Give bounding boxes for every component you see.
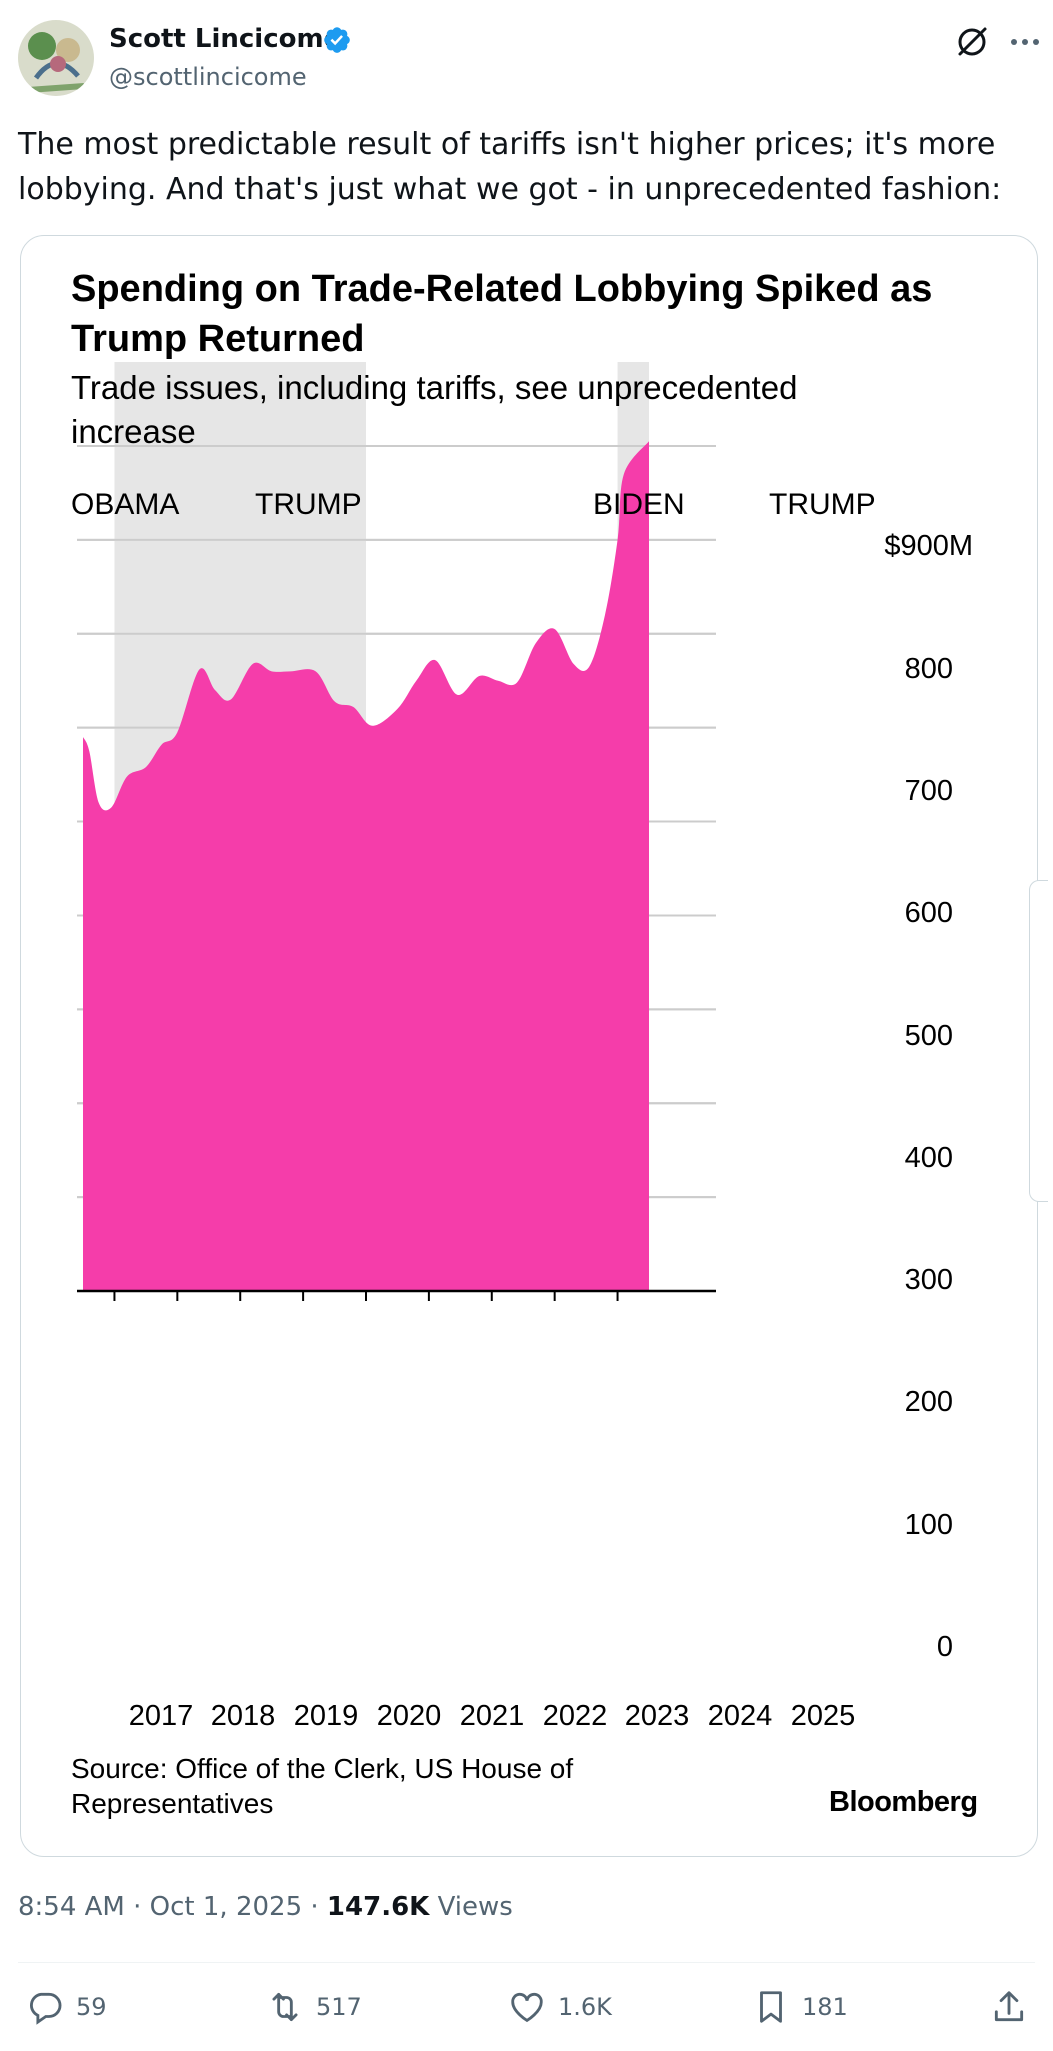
share-button[interactable] — [990, 1985, 1028, 2029]
author-handle[interactable]: @scottlincicome — [109, 63, 307, 91]
y-tick-label: 200 — [904, 1386, 953, 1418]
chart-image-card[interactable]: Spending on Trade-Related Lobbying Spike… — [20, 235, 1038, 1857]
views-count: 147.6K — [326, 1892, 430, 1922]
x-tick-label: 2020 — [376, 1700, 442, 1732]
y-tick-label: 700 — [904, 775, 953, 807]
x-tick-label: 2018 — [210, 1700, 276, 1732]
x-tick-label: 2021 — [459, 1700, 525, 1732]
retweet-count: 517 — [316, 1993, 362, 2021]
reply-icon — [30, 1992, 62, 2025]
x-tick-label: 2019 — [293, 1700, 359, 1732]
y-tick-label: 0 — [936, 1631, 953, 1663]
scrollbar-handle[interactable] — [1029, 880, 1048, 1202]
bookmark-count: 181 — [802, 1993, 848, 2021]
chart-source: Source: Office of the Clerk, US House of… — [71, 1753, 574, 1819]
era-label-biden: BIDEN — [593, 488, 685, 521]
area-chart — [77, 362, 716, 1301]
chart-subtitle: Trade issues, including tariffs, see unp… — [71, 369, 798, 450]
era-label-trump-1: TRUMP — [255, 488, 362, 521]
y-tick-label: 500 — [904, 1020, 953, 1052]
avatar-image — [18, 20, 94, 96]
share-icon — [994, 1991, 1024, 2022]
x-tick-label: 2024 — [707, 1700, 773, 1732]
like-count: 1.6K — [558, 1993, 612, 2021]
y-tick-label: 400 — [904, 1142, 953, 1174]
y-tick-label: 800 — [904, 653, 953, 685]
grok-icon[interactable] — [952, 22, 992, 62]
heart-icon — [511, 1992, 543, 2023]
area-series — [83, 441, 649, 1291]
reply-count: 59 — [76, 1993, 107, 2021]
era-label-trump-2: TRUMP — [769, 488, 876, 521]
retweet-icon — [272, 1992, 298, 2022]
x-tick-label: 2025 — [790, 1700, 856, 1732]
tweet-text: The most predictable result of tariffs i… — [18, 127, 1002, 207]
x-tick-label: 2017 — [128, 1700, 194, 1732]
y-tick-label: $900M — [884, 530, 973, 562]
y-tick-label: 300 — [904, 1264, 953, 1296]
y-tick-label: 100 — [904, 1509, 953, 1541]
chart-title: Spending on Trade-Related Lobbying Spike… — [71, 268, 933, 360]
era-label-obama: OBAMA — [71, 488, 180, 521]
bookmark-button[interactable]: 181 — [752, 1985, 848, 2029]
timestamp[interactable]: 8:54 AM · Oct 1, 2025 · — [18, 1892, 327, 1922]
tweet-meta: 8:54 AM · Oct 1, 2025 · 147.6K Views — [18, 1892, 513, 1922]
reply-button[interactable]: 59 — [26, 1985, 107, 2029]
bookmark-icon — [760, 1991, 782, 2023]
views-label: Views — [429, 1892, 513, 1922]
avatar[interactable] — [18, 20, 94, 96]
divider — [18, 1962, 1035, 1963]
more-icon[interactable] — [1005, 22, 1045, 62]
retweet-button[interactable]: 517 — [266, 1985, 362, 2029]
plot-area — [77, 362, 716, 1301]
author-name[interactable]: Scott Lincicome — [109, 24, 342, 54]
x-tick-label: 2023 — [624, 1700, 690, 1732]
y-tick-label: 600 — [904, 897, 953, 929]
verified-badge-icon — [324, 27, 350, 53]
like-button[interactable]: 1.6K — [508, 1985, 612, 2029]
bloomberg-logo: Bloomberg — [829, 1786, 978, 1818]
x-tick-label: 2022 — [542, 1700, 608, 1732]
